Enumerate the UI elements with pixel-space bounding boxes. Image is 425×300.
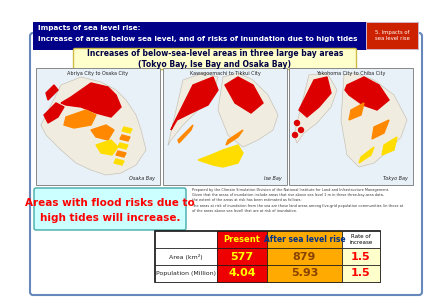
Text: 4.04: 4.04 bbox=[228, 268, 256, 278]
Text: Kawagoemachi to Tikkui City: Kawagoemachi to Tikkui City bbox=[190, 70, 261, 76]
Polygon shape bbox=[226, 130, 243, 145]
Polygon shape bbox=[41, 77, 146, 175]
Bar bbox=[155, 231, 380, 282]
Polygon shape bbox=[372, 120, 389, 139]
Text: Population (Million): Population (Million) bbox=[156, 271, 216, 276]
Polygon shape bbox=[118, 143, 128, 149]
Polygon shape bbox=[382, 137, 397, 155]
Polygon shape bbox=[178, 125, 193, 143]
Text: Impacts of sea level rise:: Impacts of sea level rise: bbox=[38, 25, 141, 31]
Bar bbox=[155, 265, 217, 282]
Polygon shape bbox=[345, 77, 389, 110]
Bar bbox=[289, 68, 413, 185]
Bar bbox=[155, 231, 217, 248]
Circle shape bbox=[295, 121, 300, 125]
Bar bbox=[267, 231, 342, 248]
Bar bbox=[217, 248, 267, 265]
Bar bbox=[342, 248, 380, 265]
Polygon shape bbox=[299, 77, 331, 117]
Polygon shape bbox=[341, 73, 407, 167]
Polygon shape bbox=[96, 140, 118, 155]
Text: 577: 577 bbox=[230, 251, 254, 262]
Text: Osaka Bay: Osaka Bay bbox=[129, 176, 155, 181]
Polygon shape bbox=[61, 83, 121, 117]
Circle shape bbox=[298, 128, 303, 133]
Bar bbox=[36, 68, 160, 185]
Text: 5. Impacts of
sea level rise: 5. Impacts of sea level rise bbox=[374, 30, 409, 41]
Text: high tides will increase.: high tides will increase. bbox=[40, 213, 180, 223]
Text: Areas with flood risks due to: Areas with flood risks due to bbox=[25, 198, 195, 208]
Polygon shape bbox=[120, 135, 130, 141]
Bar bbox=[155, 248, 217, 265]
Text: 1.5: 1.5 bbox=[351, 268, 371, 278]
Text: After sea level rise: After sea level rise bbox=[264, 235, 345, 244]
Text: 5.93: 5.93 bbox=[291, 268, 318, 278]
Polygon shape bbox=[114, 159, 124, 165]
Polygon shape bbox=[116, 151, 126, 157]
Bar bbox=[217, 231, 267, 248]
Polygon shape bbox=[168, 73, 218, 145]
Text: Abriya City to Osaka City: Abriya City to Osaka City bbox=[68, 70, 128, 76]
Bar bbox=[366, 22, 418, 49]
Text: Area (km²): Area (km²) bbox=[169, 254, 203, 260]
Text: Present: Present bbox=[224, 235, 261, 244]
Polygon shape bbox=[294, 73, 337, 143]
Polygon shape bbox=[198, 145, 243, 167]
Bar bbox=[267, 248, 342, 265]
Bar bbox=[33, 22, 419, 50]
Bar bbox=[342, 265, 380, 282]
Polygon shape bbox=[46, 85, 58, 100]
FancyBboxPatch shape bbox=[30, 33, 422, 295]
Text: Rate of
increase: Rate of increase bbox=[349, 234, 373, 245]
Bar bbox=[342, 231, 380, 248]
Text: Prepared by the Climate Simulation Division of the National Institute for Land a: Prepared by the Climate Simulation Divis… bbox=[192, 188, 403, 213]
Text: Ise Bay: Ise Bay bbox=[264, 176, 282, 181]
Polygon shape bbox=[359, 147, 374, 163]
Text: Increase of areas below sea level, and of risks of inundation due to high tides: Increase of areas below sea level, and o… bbox=[38, 36, 357, 42]
Bar bbox=[163, 68, 287, 185]
Polygon shape bbox=[225, 77, 263, 113]
Polygon shape bbox=[171, 77, 218, 130]
FancyBboxPatch shape bbox=[34, 188, 186, 230]
Bar bbox=[267, 265, 342, 282]
FancyBboxPatch shape bbox=[74, 49, 357, 70]
Polygon shape bbox=[91, 125, 114, 140]
Polygon shape bbox=[122, 127, 132, 133]
Polygon shape bbox=[64, 110, 96, 128]
Polygon shape bbox=[349, 103, 364, 120]
Text: Tokyo Bay: Tokyo Bay bbox=[383, 176, 408, 181]
Polygon shape bbox=[218, 73, 278, 147]
Text: Increases of below-sea-level areas in three large bay areas
(Tokyo Bay, Ise Bay : Increases of below-sea-level areas in th… bbox=[87, 49, 343, 69]
Text: 1.5: 1.5 bbox=[351, 251, 371, 262]
Circle shape bbox=[292, 133, 298, 137]
Text: Yokohoma City to Chiba City: Yokohoma City to Chiba City bbox=[316, 70, 385, 76]
Bar bbox=[217, 265, 267, 282]
Text: 879: 879 bbox=[293, 251, 316, 262]
Polygon shape bbox=[44, 103, 64, 123]
